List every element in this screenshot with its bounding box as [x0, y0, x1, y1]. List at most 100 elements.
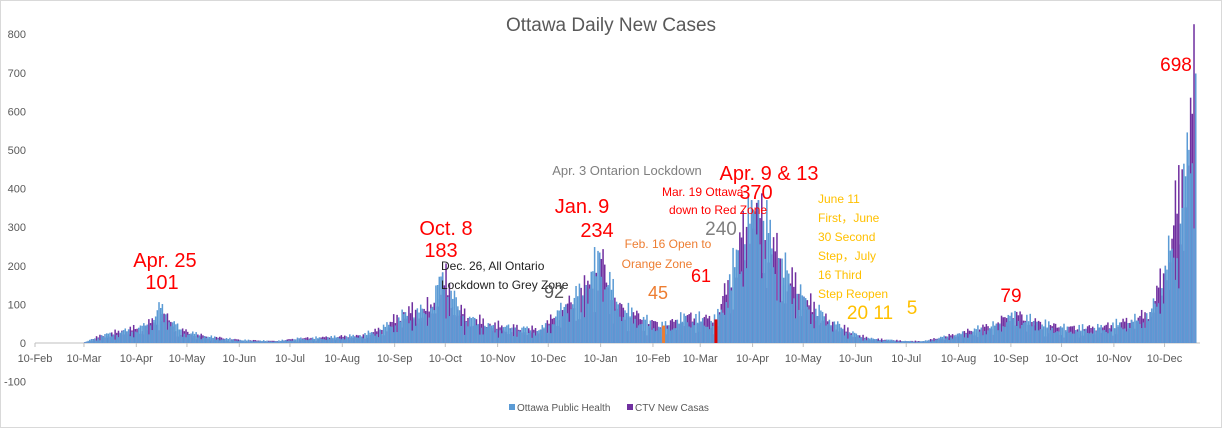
bar: [1144, 312, 1146, 343]
bar: [967, 328, 969, 343]
bar: [541, 324, 544, 343]
bar: [652, 328, 655, 343]
annotation-june-line3: 30 Second: [818, 230, 875, 244]
bar: [181, 328, 184, 343]
bar: [141, 325, 143, 343]
legend-label: CTV New Casas: [635, 403, 709, 414]
annotation-apr9-val: 370: [739, 182, 772, 204]
bar: [771, 248, 773, 343]
bar: [840, 327, 842, 343]
bar: [1005, 322, 1008, 343]
x-tick-label: 10-Feb: [636, 353, 671, 365]
bar: [406, 315, 408, 343]
bar: [673, 328, 675, 343]
bar: [289, 340, 292, 343]
bar: [786, 270, 788, 343]
bar: [1000, 315, 1003, 343]
bar: [203, 336, 206, 343]
bar: [592, 271, 594, 343]
bar: [516, 336, 518, 343]
bar: [914, 342, 917, 343]
bar: [975, 329, 977, 343]
bar: [791, 303, 793, 343]
bar: [622, 317, 625, 343]
legend-label: Ottawa Public Health: [517, 403, 610, 414]
bar: [89, 339, 91, 343]
bar: [129, 336, 132, 343]
bar: [497, 320, 500, 343]
bar: [1174, 180, 1177, 343]
bar: [342, 338, 344, 343]
bar: [1157, 303, 1160, 343]
bar: [213, 336, 216, 343]
bar: [813, 301, 815, 343]
bar: [1112, 322, 1114, 343]
bar: [276, 341, 278, 343]
bar: [990, 326, 993, 343]
bar: [122, 330, 125, 343]
bar: [1132, 321, 1134, 343]
bar: [1024, 322, 1026, 343]
bar: [992, 321, 994, 343]
bar: [772, 267, 775, 343]
bar: [836, 321, 839, 343]
bar: [945, 338, 947, 343]
bar: [946, 336, 949, 343]
bar: [227, 338, 229, 343]
bar: [948, 333, 950, 343]
bar: [909, 340, 912, 343]
annotation-val-79: 79: [1000, 286, 1021, 307]
bar: [1152, 298, 1155, 343]
y-tick-label: 800: [8, 29, 26, 41]
bar: [950, 337, 952, 343]
bar: [374, 335, 376, 343]
annotation-feb16-line2: Orange Zone: [622, 257, 693, 271]
bar: [482, 318, 484, 343]
bar: [825, 325, 827, 343]
bar: [629, 316, 631, 343]
annotation-oct8-date: Oct. 8: [419, 218, 472, 240]
y-tick-label: 100: [8, 299, 26, 311]
bar: [678, 323, 680, 343]
bar: [843, 324, 846, 343]
bar: [858, 337, 861, 343]
bar: [1183, 163, 1185, 343]
bar: [249, 341, 251, 343]
bar: [262, 340, 265, 343]
bar: [612, 278, 614, 343]
bar: [985, 324, 988, 343]
bar: [546, 320, 549, 343]
bar: [874, 338, 876, 343]
bar: [134, 331, 137, 343]
bar: [225, 338, 228, 343]
bar: [1041, 324, 1043, 343]
bar: [431, 306, 434, 343]
bar: [119, 332, 121, 343]
bar: [1048, 321, 1050, 343]
bar: [911, 341, 913, 343]
bar: [941, 336, 944, 343]
bar: [1159, 313, 1161, 343]
bar: [360, 336, 363, 343]
bar: [1058, 331, 1060, 343]
bar: [1059, 326, 1062, 343]
bar: [418, 312, 420, 343]
bar: [529, 330, 532, 343]
bar: [642, 316, 645, 343]
bar: [742, 211, 744, 343]
bar: [806, 306, 809, 343]
bar: [433, 310, 435, 343]
bar: [273, 341, 275, 343]
bar: [121, 331, 123, 343]
bar: [220, 339, 223, 343]
bar: [1044, 319, 1047, 343]
bar: [973, 328, 976, 343]
bar: [1125, 317, 1128, 343]
bar: [536, 331, 538, 343]
bar: [171, 322, 174, 343]
x-tick-label: 10-May: [785, 353, 822, 365]
bar: [92, 339, 94, 343]
bar: [919, 341, 922, 343]
bar: [246, 340, 248, 343]
